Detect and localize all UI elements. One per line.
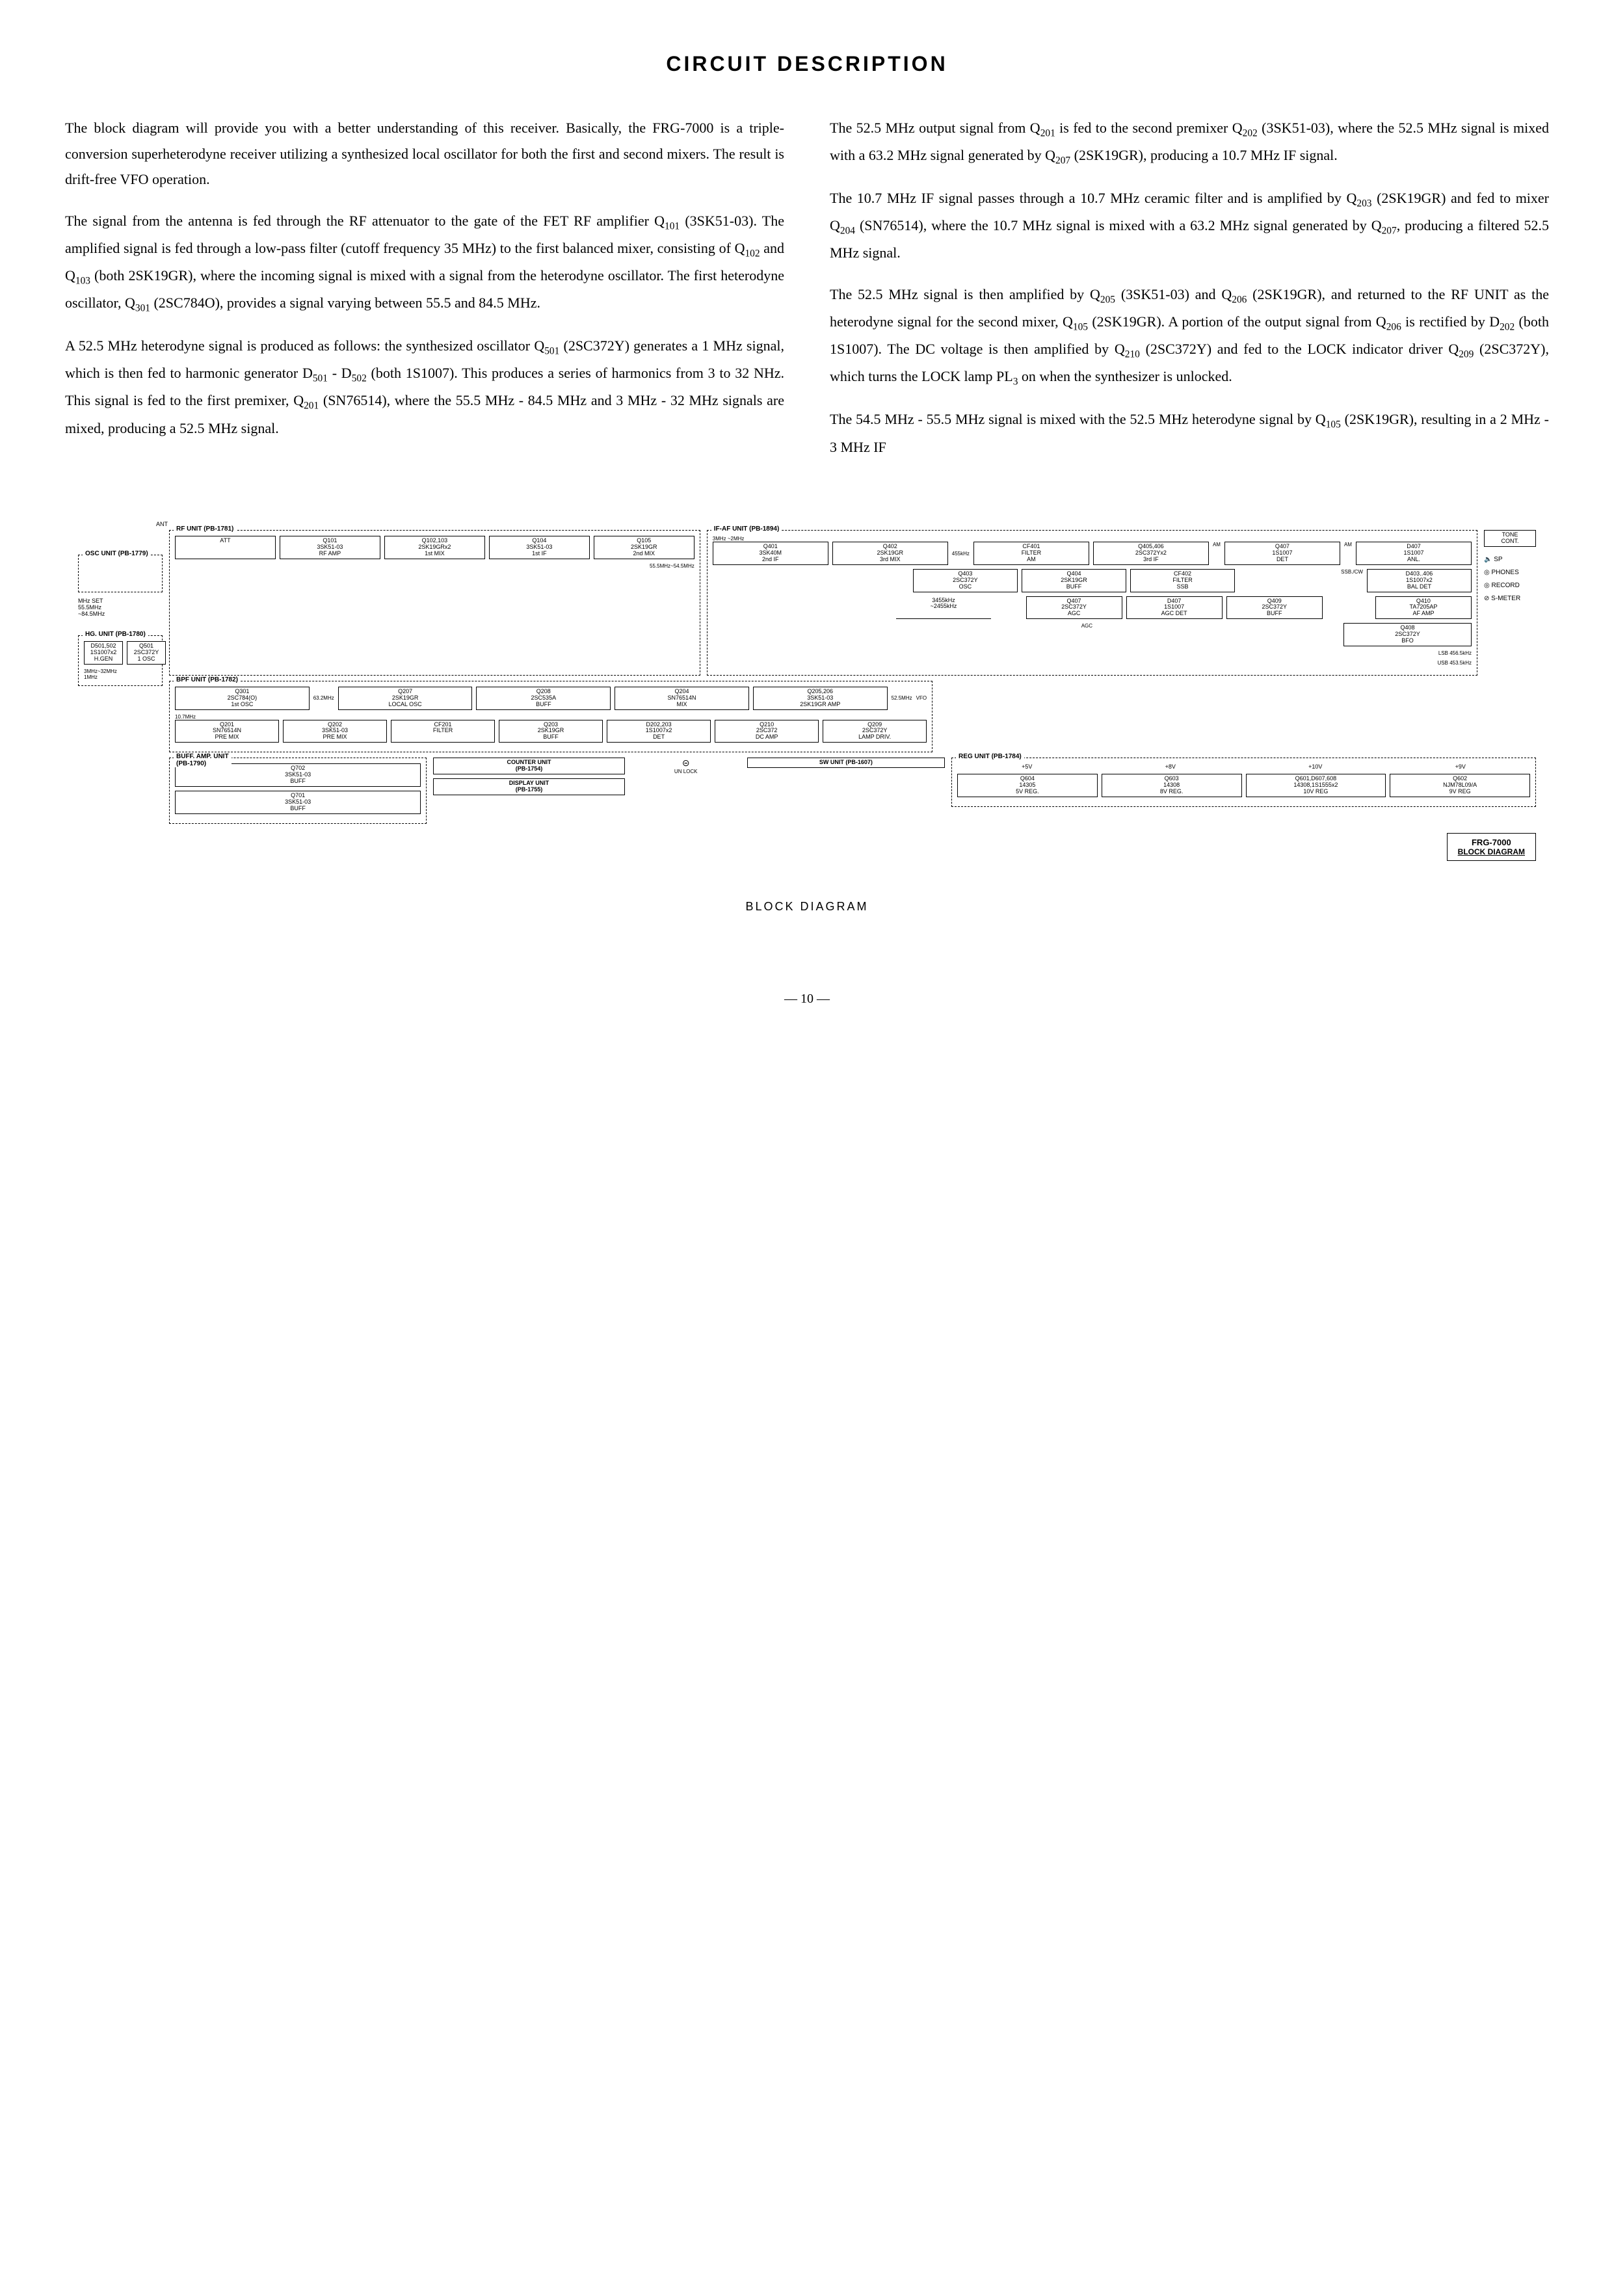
block-cf402: CF402 FILTER SSB (1130, 569, 1235, 592)
label-agc: AGC (1081, 623, 1092, 646)
block-q403: Q403 2SC372Y OSC (913, 569, 1018, 592)
outputs: TONE CONT. 🔈 SP ◎ PHONES ◎ RECORD ⊘ S-ME… (1484, 530, 1536, 676)
label-5v: +5V (1022, 763, 1032, 770)
freq-107: 10.7MHz (175, 714, 927, 720)
label-unlock: UN LOCK (631, 769, 741, 774)
diagram-title-box: FRG-7000 BLOCK DIAGRAM (1447, 833, 1536, 861)
block-q201: Q201 SN76514N PRE MIX (175, 720, 279, 743)
freq-555-545: 55.5MHz~54.5MHz (175, 563, 695, 569)
para-5: The 10.7 MHz IF signal passes through a … (830, 185, 1549, 266)
out-smeter: ⊘ S-METER (1484, 592, 1536, 605)
block-q603: Q603 14308 8V REG. (1102, 774, 1242, 797)
reg-unit: REG UNIT (PB-1784) +5V +8V +10V +9V Q604… (951, 758, 1536, 807)
freq-455: 455kHz (952, 551, 970, 557)
block-q410: Q410 TA7205AP AF AMP (1375, 596, 1472, 620)
label-am2: AM (1344, 542, 1352, 548)
out-record: ◎ RECORD (1484, 579, 1536, 592)
out-phones: ◎ PHONES (1484, 566, 1536, 579)
para-6: The 52.5 MHz signal is then amplified by… (830, 282, 1549, 391)
rf-unit: RF UNIT (PB-1781) ATT Q101 3SK51-03 RF A… (169, 530, 700, 676)
page-title: CIRCUIT DESCRIPTION (65, 52, 1549, 76)
block-cf201: CF201 FILTER (391, 720, 495, 743)
block-q601: Q601,D607,608 14308,1S1555x2 10V REG (1246, 774, 1386, 797)
osc-unit: OSC UNIT (PB-1779) (78, 555, 163, 592)
block-d202-203: D202,203 1S1007x2 DET (607, 720, 711, 743)
block-diagram: ANT OSC UNIT (PB-1779) MHz SET 55.5MHz ~… (65, 508, 1549, 913)
block-q407-agc: Q407 2SC372Y AGC (1026, 596, 1122, 620)
block-q210: Q210 2SC372 DC AMP (715, 720, 819, 743)
block-q604: Q604 14305 5V REG. (957, 774, 1098, 797)
block-att: ATT (175, 536, 276, 559)
counter-unit: COUNTER UNIT (PB-1754) (433, 758, 624, 774)
para-2: The signal from the antenna is fed throu… (65, 208, 784, 317)
freq-632: 63.2MHz (313, 695, 334, 701)
freq-3-32: 3MHz~32MHz (84, 668, 157, 674)
para-1: The block diagram will provide you with … (65, 115, 784, 192)
block-d407: D407 1S1007 ANL. (1356, 542, 1472, 565)
diagram-model: FRG-7000 (1458, 838, 1525, 847)
block-d501-502: D501,502 1S1007x2 H.GEN (84, 641, 123, 665)
block-q204: Q204 SN76514N MIX (615, 687, 749, 710)
ant-label: ANT (156, 521, 1536, 527)
block-q101: Q101 3SK51-03 RF AMP (280, 536, 380, 559)
label-am1: AM (1213, 542, 1221, 548)
label-vfo: VFO (916, 695, 927, 701)
block-q402: Q402 2SK19GR 3rd MIX (832, 542, 948, 565)
freq-3-2: 3MHz ~2MHz (713, 536, 1472, 542)
label-ssbcw: SSB./CW (1341, 569, 1363, 575)
block-q602: Q602 NJM78L09/A 9V REG (1390, 774, 1530, 797)
block-q408: Q408 2SC372Y BFO (1343, 623, 1472, 646)
body-columns: The block diagram will provide you with … (65, 115, 1549, 475)
block-q301: Q301 2SC784(O) 1st OSC (175, 687, 310, 710)
label-usb: USB 453.5kHz (1438, 660, 1472, 666)
para-4: The 52.5 MHz output signal from Q201 is … (830, 115, 1549, 170)
block-q205-206: Q205,206 3SK51-03 2SK19GR AMP (753, 687, 888, 710)
block-q209: Q209 2SC372Y LAMP DRIV. (823, 720, 927, 743)
page-number: — 10 — (65, 992, 1549, 1007)
right-column: The 52.5 MHz output signal from Q201 is … (830, 115, 1549, 475)
block-q104: Q104 3SK51-03 1st IF (489, 536, 590, 559)
sw-unit: SW UNIT (PB-1607) (747, 758, 945, 768)
buff-amp-unit: BUFF. AMP. UNIT (PB-1790) Q702 3SK51-03 … (169, 758, 427, 823)
block-q102-103: Q102,103 2SK19GRx2 1st MIX (384, 536, 485, 559)
freq-1mhz: 1MHz (84, 674, 157, 680)
block-q405-406: Q405,406 2SC372Yx2 3rd IF (1093, 542, 1209, 565)
block-d403-406: D403..406 1S1007x2 BAL DET (1367, 569, 1472, 592)
mhz-set-label: MHz SET 55.5MHz ~84.5MHz (78, 598, 163, 617)
bpf-unit: BPF UNIT (PB-1782) Q301 2SC784(O) 1st OS… (169, 681, 933, 752)
out-sp: 🔈 SP (1484, 553, 1536, 566)
block-q409: Q409 2SC372Y BUFF (1226, 596, 1323, 620)
block-q407-det: Q407 1S1007 DET (1224, 542, 1340, 565)
hg-unit: HG. UNIT (PB-1780) D501,502 1S1007x2 H.G… (78, 635, 163, 686)
block-q208: Q208 2SC535A BUFF (476, 687, 611, 710)
diagram-subtitle: BLOCK DIAGRAM (1458, 847, 1525, 856)
block-q501: Q501 2SC372Y 1 OSC (127, 641, 166, 665)
block-cf401: CF401 FILTER AM (973, 542, 1089, 565)
block-q401: Q401 3SK40M 2nd IF (713, 542, 828, 565)
para-3: A 52.5 MHz heterodyne signal is produced… (65, 333, 784, 441)
block-q404: Q404 2SK19GR BUFF (1022, 569, 1126, 592)
block-q105: Q105 2SK19GR 2nd MIX (594, 536, 695, 559)
block-tone: TONE CONT. (1484, 530, 1536, 547)
block-q701: Q701 3SK51-03 BUFF (175, 791, 421, 814)
block-d407-agc: D407 1S1007 AGC DET (1126, 596, 1223, 620)
diagram-caption: BLOCK DIAGRAM (65, 900, 1549, 914)
block-freq3455: 3455kHz ~2455kHz (896, 596, 991, 620)
label-lsb: LSB 456.5kHz (1438, 650, 1472, 656)
freq-525: 52.5MHz (892, 695, 912, 701)
para-7: The 54.5 MHz - 55.5 MHz signal is mixed … (830, 406, 1549, 460)
lamp-icon: ⊝ (631, 758, 741, 769)
display-unit: DISPLAY UNIT (PB-1755) (433, 778, 624, 795)
left-column: The block diagram will provide you with … (65, 115, 784, 475)
label-8v: +8V (1165, 763, 1176, 770)
ifaf-unit: IF-AF UNIT (PB-1894) 3MHz ~2MHz Q401 3SK… (707, 530, 1477, 676)
label-9v: +9V (1455, 763, 1466, 770)
block-q203: Q203 2SK19GR BUFF (499, 720, 603, 743)
block-q202: Q202 3SK51-03 PRE MIX (283, 720, 387, 743)
block-q207: Q207 2SK19GR LOCAL OSC (338, 687, 473, 710)
label-10v: +10V (1308, 763, 1322, 770)
